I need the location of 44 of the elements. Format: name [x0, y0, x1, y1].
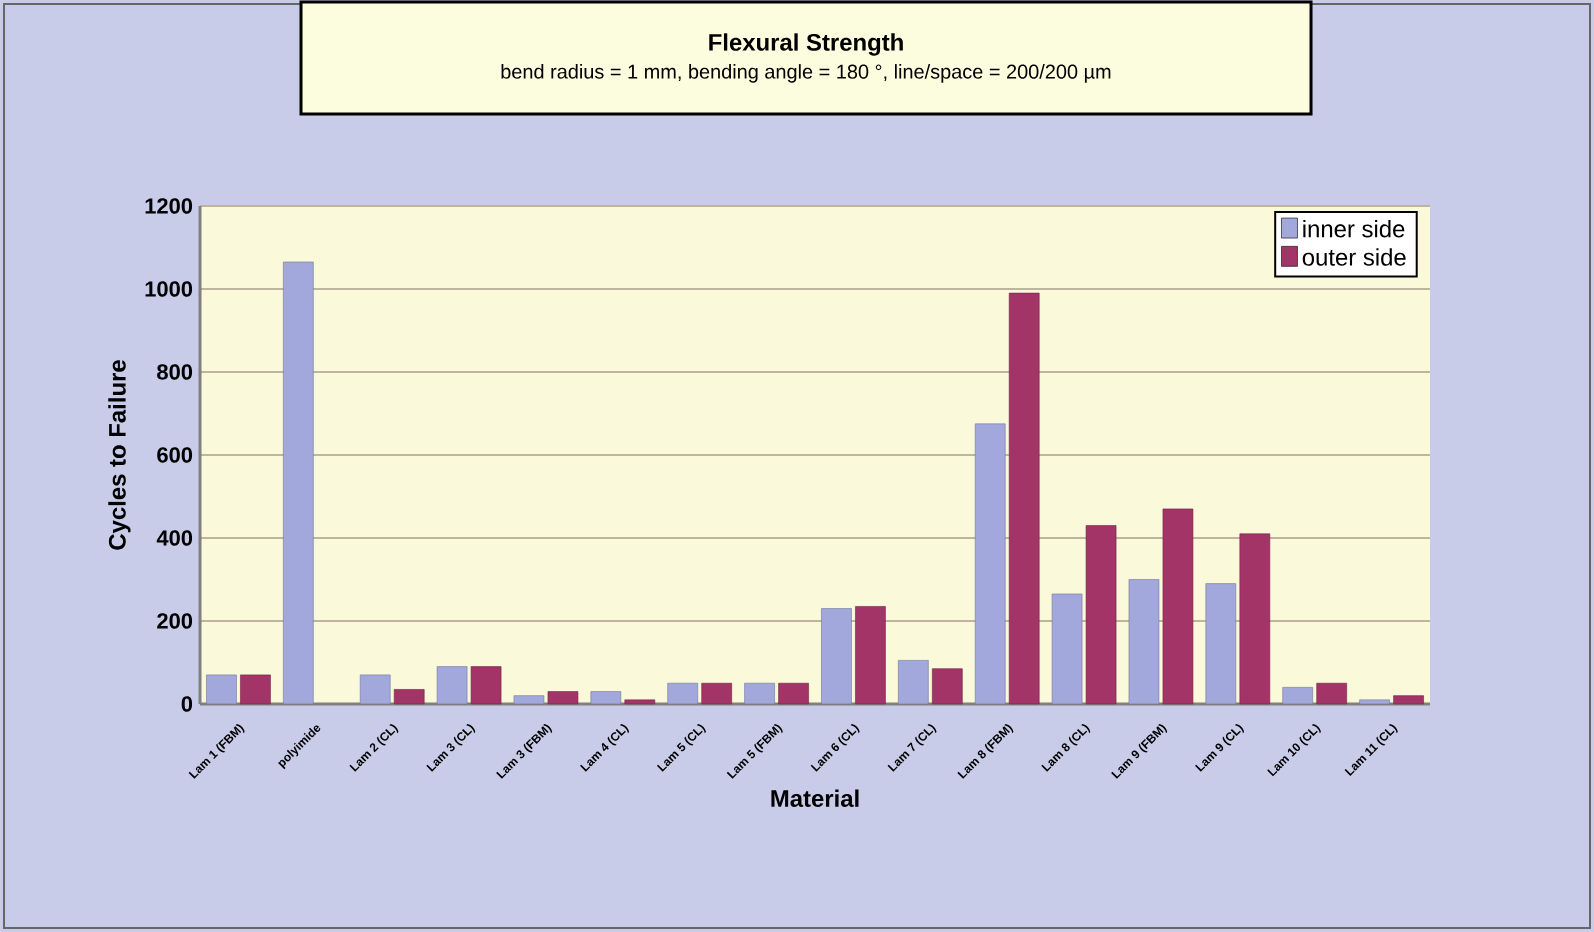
bar [1008, 292, 1040, 705]
bar [393, 689, 425, 705]
y-axis-title: Cycles to Failure [108, 360, 131, 550]
bar [778, 682, 809, 705]
bar [547, 691, 579, 705]
bar [701, 682, 732, 705]
bar [974, 423, 1006, 705]
bar [667, 682, 699, 705]
bar [240, 674, 271, 705]
y-tick-label: 1000 [145, 281, 193, 297]
bar [513, 695, 545, 705]
legend-label: outer side [1302, 248, 1406, 266]
bar [436, 666, 468, 705]
bar [1085, 525, 1117, 705]
bar [1359, 699, 1390, 705]
y-tick-label: 600 [157, 447, 193, 463]
bar [470, 666, 502, 705]
bar [1051, 593, 1083, 705]
bar [1205, 583, 1237, 705]
y-tick-label: 1200 [145, 198, 193, 214]
bar [744, 682, 775, 705]
bar [1282, 687, 1314, 705]
bar [206, 674, 237, 705]
bar [1316, 682, 1347, 705]
bar [855, 606, 886, 705]
y-tick-label: 800 [157, 364, 193, 380]
chart-subtitle: bend radius = 1 mm, bending angle = 180 °, line/space = 200/200 µm [501, 64, 1111, 83]
legend-label: inner side [1303, 219, 1405, 238]
chart-title: Flexural Strength [709, 33, 903, 56]
bar [1128, 579, 1160, 705]
y-tick-label: 200 [157, 613, 193, 629]
bar [624, 699, 656, 705]
bar [1162, 508, 1194, 705]
bar [932, 668, 963, 705]
y-tick-label: 0 [181, 696, 193, 712]
y-tick-label: 400 [156, 530, 193, 546]
bar [1239, 533, 1271, 705]
bar [359, 674, 391, 705]
x-axis-title: Material [771, 789, 859, 808]
bar [1393, 695, 1424, 705]
bar [821, 608, 852, 705]
bar [283, 261, 314, 705]
bar [898, 660, 929, 705]
bar [590, 691, 622, 705]
